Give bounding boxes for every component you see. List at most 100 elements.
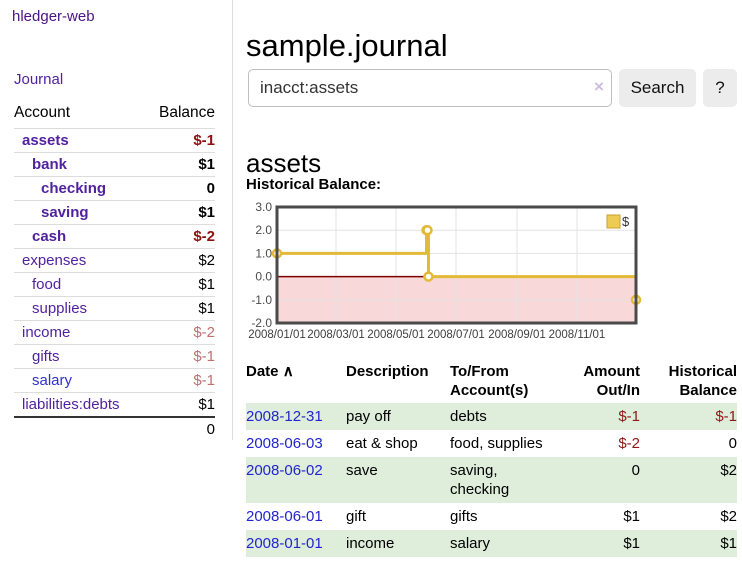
transaction-amount: $1 <box>623 508 640 525</box>
transaction-description: gift <box>346 508 367 525</box>
search-input[interactable] <box>248 69 612 107</box>
header-date-label: Date <box>246 363 279 380</box>
transaction-accounts: gifts <box>450 508 478 525</box>
account-balance: $1 <box>198 156 215 173</box>
sidebar-item-journal[interactable]: Journal <box>14 71 64 88</box>
transaction-row: 2008-12-31 pay off debts $-1 $-1 <box>246 403 737 430</box>
transaction-balance: 0 <box>728 435 737 452</box>
sidebar-divider <box>232 0 233 440</box>
account-balance: $-2 <box>193 228 215 245</box>
account-balance: $-1 <box>193 348 215 365</box>
account-balance: $1 <box>198 396 215 413</box>
transaction-date-link[interactable]: 2008-06-02 <box>246 462 323 479</box>
svg-text:1.0: 1.0 <box>255 246 272 260</box>
transaction-date-link[interactable]: 2008-06-01 <box>246 508 323 525</box>
account-link-checking[interactable]: checking <box>41 180 107 197</box>
account-row: checking 0 <box>14 176 215 201</box>
svg-text:2008/07/01: 2008/07/01 <box>427 329 485 341</box>
account-row: assets $-1 <box>14 128 215 153</box>
clear-search-icon[interactable]: × <box>594 77 604 96</box>
transaction-accounts: debts <box>450 408 487 425</box>
account-link-cash[interactable]: cash <box>32 228 67 245</box>
transaction-date-link[interactable]: 2008-06-03 <box>246 435 323 452</box>
account-balance: $1 <box>198 204 215 221</box>
transaction-amount: $1 <box>623 535 640 552</box>
account-row: expenses $2 <box>14 248 215 273</box>
header-balance: Historical Balance <box>668 363 737 399</box>
account-link-assets[interactable]: assets <box>22 132 69 149</box>
transaction-description: pay off <box>346 408 391 425</box>
account-row: supplies $1 <box>14 296 215 321</box>
transaction-description: save <box>346 462 378 479</box>
search-button[interactable]: Search <box>619 69 696 107</box>
accounts-header-balance: Balance <box>158 104 215 121</box>
svg-text:2008/05/01: 2008/05/01 <box>367 329 425 341</box>
transaction-description: income <box>346 535 395 552</box>
account-balance: $1 <box>198 276 215 293</box>
svg-text:2008/11/01: 2008/11/01 <box>549 329 606 341</box>
account-balance: $-2 <box>193 324 215 341</box>
transaction-row: 2008-06-02 save saving, checking 0 $2 <box>246 457 737 503</box>
account-balance: 0 <box>206 180 215 197</box>
header-amount: Amount Out/In <box>583 363 640 399</box>
account-link-food[interactable]: food <box>32 276 62 293</box>
account-row: cash $-2 <box>14 224 215 249</box>
account-link-income[interactable]: income <box>22 324 71 341</box>
accounts-total-value: 0 <box>206 421 215 438</box>
svg-text:2008/01/01: 2008/01/01 <box>248 329 306 341</box>
transaction-amount: $-2 <box>618 435 640 452</box>
transaction-date-link[interactable]: 2008-12-31 <box>246 408 323 425</box>
transaction-accounts: food, supplies <box>450 435 543 452</box>
account-row: salary $-1 <box>14 368 215 393</box>
transaction-amount: 0 <box>631 462 640 479</box>
svg-text:2008/03/01: 2008/03/01 <box>307 329 365 341</box>
help-button[interactable]: ? <box>703 69 737 107</box>
svg-text:2008/09/01: 2008/09/01 <box>488 329 546 341</box>
transactions-table: Date ∧ Description To/From Account(s) Am… <box>246 360 737 557</box>
account-balance: $-1 <box>193 372 215 389</box>
transaction-balance: $2 <box>720 462 737 479</box>
account-link-bank[interactable]: bank <box>32 156 68 173</box>
sort-ascending-icon[interactable]: ∧ <box>282 363 294 380</box>
svg-text:-2.0: -2.0 <box>251 316 272 330</box>
account-link-salary[interactable]: salary <box>32 372 73 389</box>
accounts-header-account: Account <box>14 104 71 121</box>
account-link-supplies[interactable]: supplies <box>32 300 88 317</box>
transaction-balance: $-1 <box>715 408 737 425</box>
account-link-expenses[interactable]: expenses <box>22 252 87 269</box>
transaction-description: eat & shop <box>346 435 418 452</box>
account-row: saving $1 <box>14 200 215 225</box>
svg-text:$: $ <box>622 214 630 229</box>
transaction-balance: $1 <box>720 535 737 552</box>
page-title: sample.journal <box>246 27 448 63</box>
chart-title: Historical Balance: <box>246 176 382 193</box>
header-description: Description <box>346 363 429 380</box>
account-link-gifts[interactable]: gifts <box>32 348 60 365</box>
accounts-balance-table: Account Balance assets $-1 bank $1 check… <box>14 100 215 441</box>
account-balance: $2 <box>198 252 215 269</box>
svg-text:3.0: 3.0 <box>255 200 272 214</box>
account-row: food $1 <box>14 272 215 297</box>
transaction-accounts: salary <box>450 535 491 552</box>
header-accounts: To/From Account(s) <box>450 363 529 399</box>
account-balance: $1 <box>198 300 215 317</box>
transaction-date-link[interactable]: 2008-01-01 <box>246 535 323 552</box>
svg-text:-1.0: -1.0 <box>251 293 272 307</box>
account-row: income $-2 <box>14 320 215 345</box>
svg-text:0.0: 0.0 <box>255 270 272 284</box>
accounts-total-row: 0 <box>14 417 215 441</box>
account-link-saving[interactable]: saving <box>41 204 89 221</box>
transaction-amount: $-1 <box>618 408 640 425</box>
transaction-balance: $2 <box>720 508 737 525</box>
account-heading: assets <box>246 147 322 178</box>
transaction-row: 2008-06-01 gift gifts $1 $2 <box>246 503 737 530</box>
account-link-liabilities-debts[interactable]: liabilities:debts <box>22 396 120 413</box>
account-balance: $-1 <box>193 132 215 149</box>
account-row: liabilities:debts $1 <box>14 392 215 418</box>
transactions-header-row: Date ∧ Description To/From Account(s) Am… <box>246 360 737 403</box>
transaction-row: 2008-06-03 eat & shop food, supplies $-2… <box>246 430 737 457</box>
app-brand-link[interactable]: hledger-web <box>12 8 95 25</box>
header-date[interactable]: Date ∧ <box>246 360 346 403</box>
